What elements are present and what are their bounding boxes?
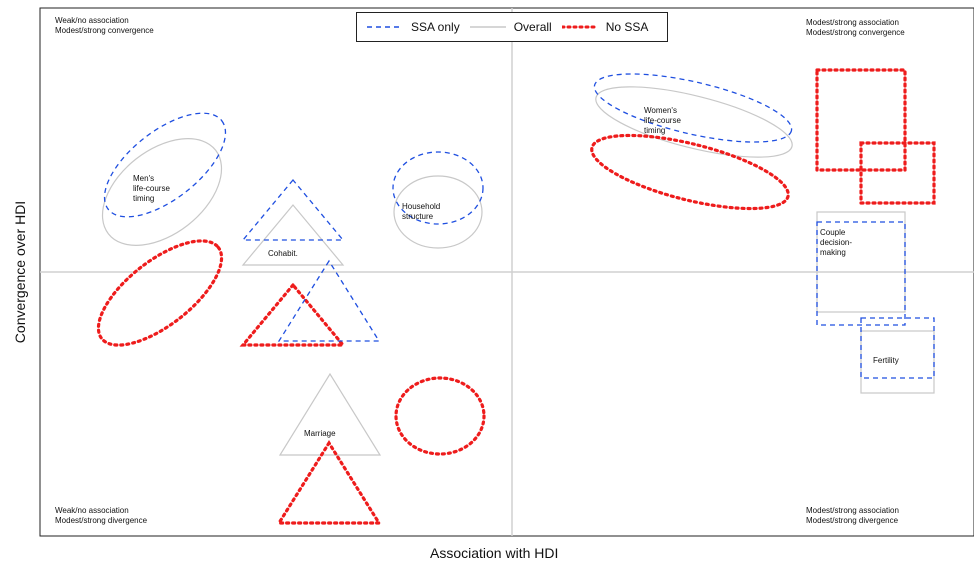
label-mens-timing: Men's life-course timing	[133, 174, 170, 204]
label-fertility: Fertility	[873, 356, 899, 366]
mens-timing-ssa-ellipse	[103, 112, 227, 218]
womens-timing-ssa-ellipse	[593, 73, 793, 143]
couple-ssa-square	[816, 221, 906, 326]
legend-label: SSA only	[411, 20, 460, 34]
legend-label: Overall	[513, 20, 552, 34]
solid-line-swatch-icon	[469, 26, 506, 28]
label-line: Fertility	[873, 356, 899, 365]
y-axis-title: Convergence over HDI	[12, 200, 28, 344]
legend: SSA only Overall No SSA	[356, 12, 668, 42]
nossa-square-lower	[859, 141, 936, 205]
quadrant-line: Modest/strong association	[806, 18, 899, 27]
label-cohabit: Cohabit.	[268, 249, 298, 259]
womens-timing-nossa-ellipse	[590, 133, 790, 211]
label-line: timing	[644, 126, 666, 135]
mens-timing-nossa-ellipse	[96, 239, 224, 347]
dotted-line-swatch-icon	[561, 25, 598, 29]
label-line: making	[820, 248, 846, 257]
label-marriage: Marriage	[304, 429, 336, 439]
label-household: Household structure	[402, 202, 440, 222]
quadrant-line: Modest/strong divergence	[55, 516, 148, 525]
label-line: Cohabit.	[268, 249, 298, 258]
household-ssa-circle	[392, 151, 484, 225]
label-womens-timing: Women's life-course timing	[644, 106, 681, 136]
label-couple: Couple decision- making	[820, 228, 852, 258]
quadrant-label-bottom-left: Weak/no association Modest/strong diverg…	[55, 506, 147, 526]
cohabit-ssa-triangle-lower	[277, 259, 381, 342]
marriage-nossa-triangle	[276, 439, 382, 525]
quadrant-label-top-right: Modest/strong association Modest/strong …	[806, 18, 905, 38]
label-line: Women's	[644, 106, 677, 115]
cohabit-ssa-triangle-upper	[241, 178, 345, 241]
label-line: life-course	[133, 184, 170, 193]
label-line: life-course	[644, 116, 681, 125]
label-line: Men's	[133, 174, 155, 183]
womens-timing-overall-ellipse	[595, 86, 793, 158]
quadrant-line: Modest/strong convergence	[55, 26, 154, 35]
legend-item-no-ssa: No SSA	[561, 20, 649, 34]
label-line: decision-	[820, 238, 853, 247]
couple-overall-square	[816, 211, 906, 313]
legend-item-ssa-only: SSA only	[367, 20, 460, 34]
household-overall-circle	[393, 175, 483, 249]
label-line: timing	[133, 194, 155, 203]
household-nossa-circle	[394, 376, 486, 456]
label-line: Couple	[820, 228, 846, 237]
label-line: Marriage	[304, 429, 336, 438]
mens-timing-overall-ellipse	[101, 138, 223, 246]
nossa-square-upper	[815, 68, 907, 172]
quadrant-line: Weak/no association	[55, 16, 129, 25]
cohabit-overall-triangle	[241, 204, 345, 266]
legend-label: No SSA	[605, 20, 649, 34]
x-axis-title: Association with HDI	[430, 545, 559, 561]
quadrant-line: Modest/strong divergence	[806, 516, 899, 525]
legend-item-overall: Overall	[469, 20, 552, 34]
label-line: Household	[402, 202, 441, 211]
dashed-line-swatch-icon	[367, 26, 403, 28]
fertility-ssa-square	[860, 317, 935, 379]
marriage-overall-triangle	[278, 372, 382, 456]
quadrant-line: Weak/no association	[55, 506, 129, 515]
quadrant-label-top-left: Weak/no association Modest/strong conver…	[55, 16, 154, 36]
cohabit-nossa-triangle	[239, 282, 347, 347]
quadrant-line: Modest/strong convergence	[806, 28, 905, 37]
label-line: structure	[402, 212, 434, 221]
quadrant-label-bottom-right: Modest/strong association Modest/strong …	[806, 506, 899, 526]
quadrant-line: Modest/strong association	[806, 506, 899, 515]
